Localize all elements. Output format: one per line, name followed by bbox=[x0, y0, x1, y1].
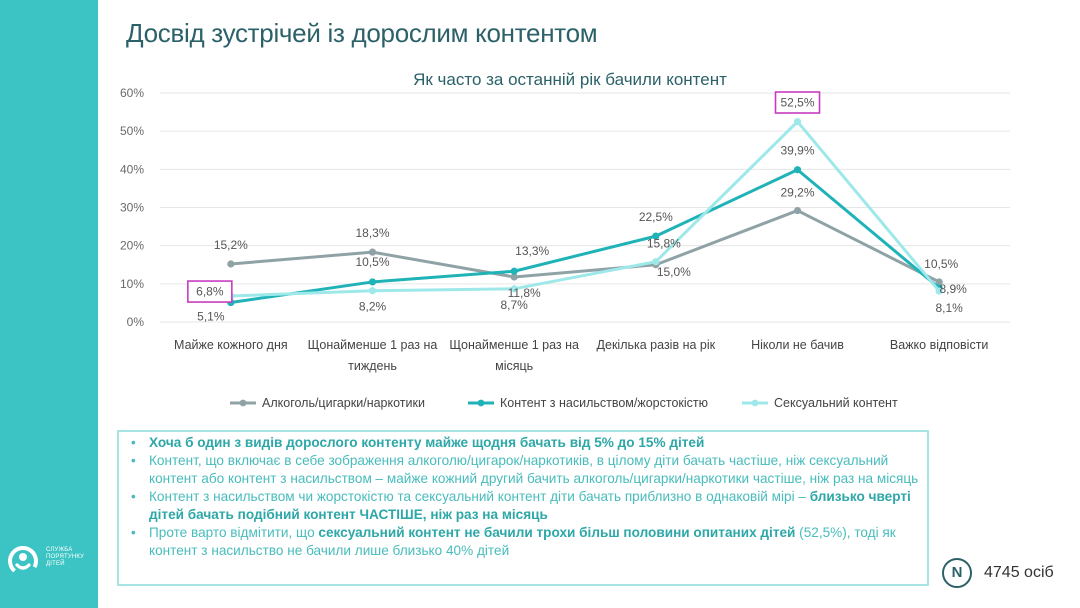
data-label: 52,5% bbox=[780, 96, 814, 110]
data-point bbox=[368, 278, 377, 286]
series-line bbox=[230, 209, 940, 284]
series-line bbox=[230, 168, 941, 305]
x-tick-label: Щонайменше 1 раз на bbox=[308, 338, 438, 352]
x-tick-label: Важко відповісти bbox=[890, 338, 989, 352]
data-point bbox=[368, 287, 377, 295]
summary-text: (52,5%), тоді як контент з насильство не… bbox=[149, 525, 896, 558]
summary-highlight-text: близько чверті дітей бачать подібний кон… bbox=[149, 489, 911, 522]
sidebar: СЛУЖБА ПОРЯТУНКУ ДІТЕЙ bbox=[0, 0, 98, 608]
brand-name: СЛУЖБА ПОРЯТУНКУ ДІТЕЙ bbox=[46, 547, 85, 567]
summary-text: Проте варто відмітити, що bbox=[149, 525, 319, 540]
y-tick-label: 40% bbox=[120, 162, 144, 176]
data-point bbox=[935, 287, 943, 295]
summary-bullet: Хоча б один з видів дорослого контенту м… bbox=[127, 434, 919, 452]
y-tick-label: 20% bbox=[120, 239, 144, 253]
summary-bullet: Проте варто відмітити, що сексуальний ко… bbox=[127, 524, 919, 560]
chart-title: Як часто за останній рік бачили контент bbox=[413, 70, 727, 89]
legend-label: Сексуальний контент bbox=[774, 396, 898, 410]
data-point bbox=[793, 206, 802, 215]
x-tick-label: Ніколи не бачив bbox=[751, 338, 844, 352]
data-label: 13,3% bbox=[515, 244, 549, 258]
sample-badge-icon: N bbox=[942, 558, 972, 588]
legend-label: Алкоголь/цигарки/наркотики bbox=[262, 396, 425, 410]
data-point bbox=[935, 278, 943, 286]
data-label: 8,2% bbox=[359, 300, 387, 314]
data-point bbox=[652, 258, 660, 266]
data-label: 29,2% bbox=[780, 186, 814, 200]
y-tick-label: 50% bbox=[120, 124, 144, 138]
y-tick-label: 30% bbox=[120, 201, 144, 215]
data-label: 11,8% bbox=[508, 286, 541, 300]
summary-text: Контент з насильством чи жорстокістю та … bbox=[149, 489, 810, 504]
data-label: 18,3% bbox=[355, 226, 389, 240]
data-label: 5,1% bbox=[197, 310, 225, 324]
y-tick-label: 10% bbox=[120, 277, 144, 291]
summary-highlight-text: сексуальний контент не бачили трохи біль… bbox=[318, 525, 796, 540]
page-title: Досвід зустрічей із дорослим контентом bbox=[126, 18, 598, 48]
data-point bbox=[510, 273, 518, 281]
data-label: 22,5% bbox=[639, 210, 673, 224]
sample-size-text: 4745 осіб bbox=[984, 564, 1054, 581]
y-tick-label: 0% bbox=[127, 315, 145, 329]
data-label: 15,0% bbox=[657, 265, 691, 279]
data-label: 8,7% bbox=[500, 298, 528, 312]
summary-list: Хоча б один з видів дорослого контенту м… bbox=[127, 434, 919, 560]
data-label: 6,8% bbox=[196, 285, 224, 299]
data-point bbox=[793, 166, 802, 174]
data-point bbox=[510, 267, 518, 275]
data-label: 10,5% bbox=[355, 255, 389, 269]
y-tick-label: 60% bbox=[120, 86, 144, 100]
x-tick-label: Декілька разів на рік bbox=[597, 338, 716, 352]
highlight-box bbox=[774, 91, 821, 114]
chart-svg: Як часто за останній рік бачили контент 0… bbox=[120, 70, 1010, 410]
legend-marker bbox=[477, 399, 485, 407]
child-rescue-logo-icon bbox=[8, 546, 38, 576]
legend-marker bbox=[239, 399, 247, 407]
summary-bullet: Контент, що включає в себе зображення ал… bbox=[127, 452, 919, 488]
data-label: 10,5% bbox=[924, 257, 958, 271]
legend-label: Контент з насильством/жорстокістю bbox=[500, 396, 708, 410]
sample-size: N 4745 осіб bbox=[942, 558, 1072, 592]
highlight-box bbox=[187, 280, 233, 303]
x-tick-label: Щонайменше 1 раз на bbox=[449, 338, 579, 352]
brand-logo: СЛУЖБА ПОРЯТУНКУ ДІТЕЙ bbox=[6, 544, 96, 580]
data-label: 15,8% bbox=[647, 237, 681, 251]
data-point bbox=[368, 248, 377, 256]
data-label: 8,1% bbox=[935, 301, 963, 315]
summary-bullet: Контент з насильством чи жорстокістю та … bbox=[127, 488, 919, 524]
x-tick-label: тиждень bbox=[348, 359, 397, 373]
data-point bbox=[652, 232, 660, 240]
data-label: 15,2% bbox=[214, 238, 248, 252]
x-tick-label: Майже кожного дня bbox=[174, 338, 288, 352]
data-point bbox=[793, 118, 802, 126]
summary-box: Хоча б один з видів дорослого контенту м… bbox=[117, 430, 929, 586]
data-point bbox=[227, 260, 235, 268]
series-line bbox=[230, 120, 941, 298]
data-label: 8,9% bbox=[939, 282, 967, 296]
summary-text: Контент, що включає в себе зображення ал… bbox=[149, 453, 919, 486]
data-point bbox=[510, 285, 518, 293]
data-label: 39,9% bbox=[780, 144, 814, 158]
x-tick-label: місяць bbox=[495, 359, 533, 373]
line-chart: Як часто за останній рік бачили контент 0… bbox=[100, 62, 1080, 422]
summary-highlight-text: Хоча б один з видів дорослого контенту м… bbox=[149, 435, 705, 450]
legend-marker bbox=[751, 399, 759, 407]
